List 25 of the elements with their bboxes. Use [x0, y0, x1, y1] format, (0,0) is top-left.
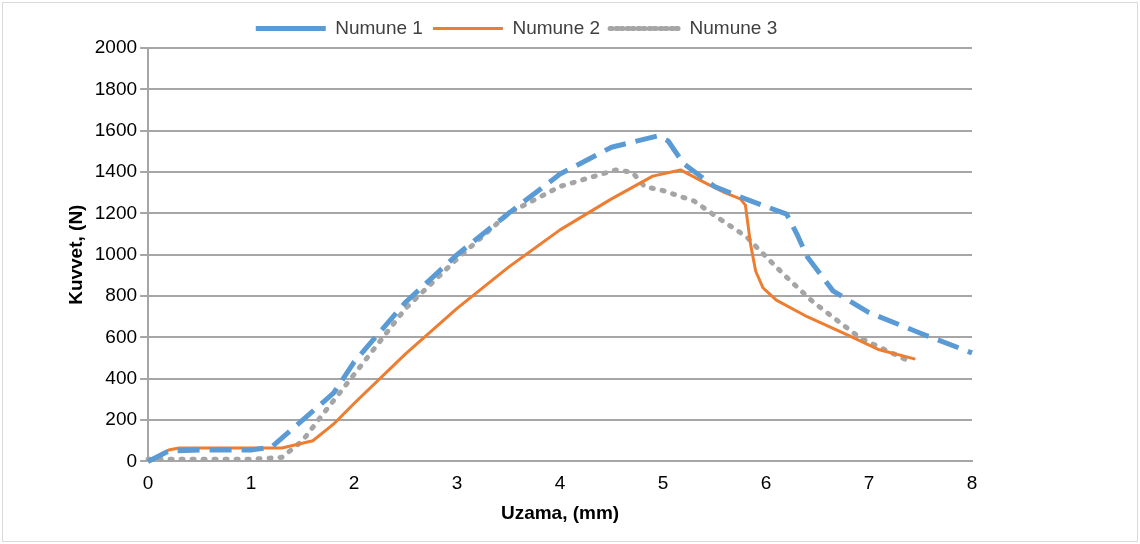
x-tick-label: 2	[348, 472, 360, 494]
x-tick-label: 7	[863, 472, 875, 494]
x-axis-title: Uzama, (mm)	[500, 501, 620, 523]
legend-label: Numune 3	[689, 16, 778, 38]
y-tick-label: 200	[105, 408, 138, 430]
y-tick-label: 2000	[94, 36, 138, 58]
x-tick-label: 3	[451, 472, 463, 494]
y-tick-label: 1400	[94, 160, 138, 182]
y-tick-label: 1800	[94, 77, 138, 99]
x-tick-label: 4	[554, 472, 566, 494]
x-tick-label: 6	[760, 472, 772, 494]
y-tick-label: 1200	[94, 201, 138, 223]
y-axis-title: Kuvvet, (N)	[64, 204, 86, 305]
y-tick-label: 400	[105, 366, 138, 388]
y-tick-label: 600	[105, 325, 138, 347]
x-tick-label: 1	[245, 472, 257, 494]
y-tick-label: 800	[105, 284, 138, 306]
y-tick-label: 1000	[94, 242, 138, 264]
x-tick-label: 5	[657, 472, 669, 494]
y-tick-label: 1600	[94, 118, 138, 140]
legend-label: Numune 1	[335, 16, 423, 38]
x-tick-label: 0	[142, 472, 154, 494]
legend-label: Numune 2	[512, 16, 601, 38]
x-tick-label: 8	[966, 472, 978, 494]
y-tick-label: 0	[126, 449, 138, 471]
